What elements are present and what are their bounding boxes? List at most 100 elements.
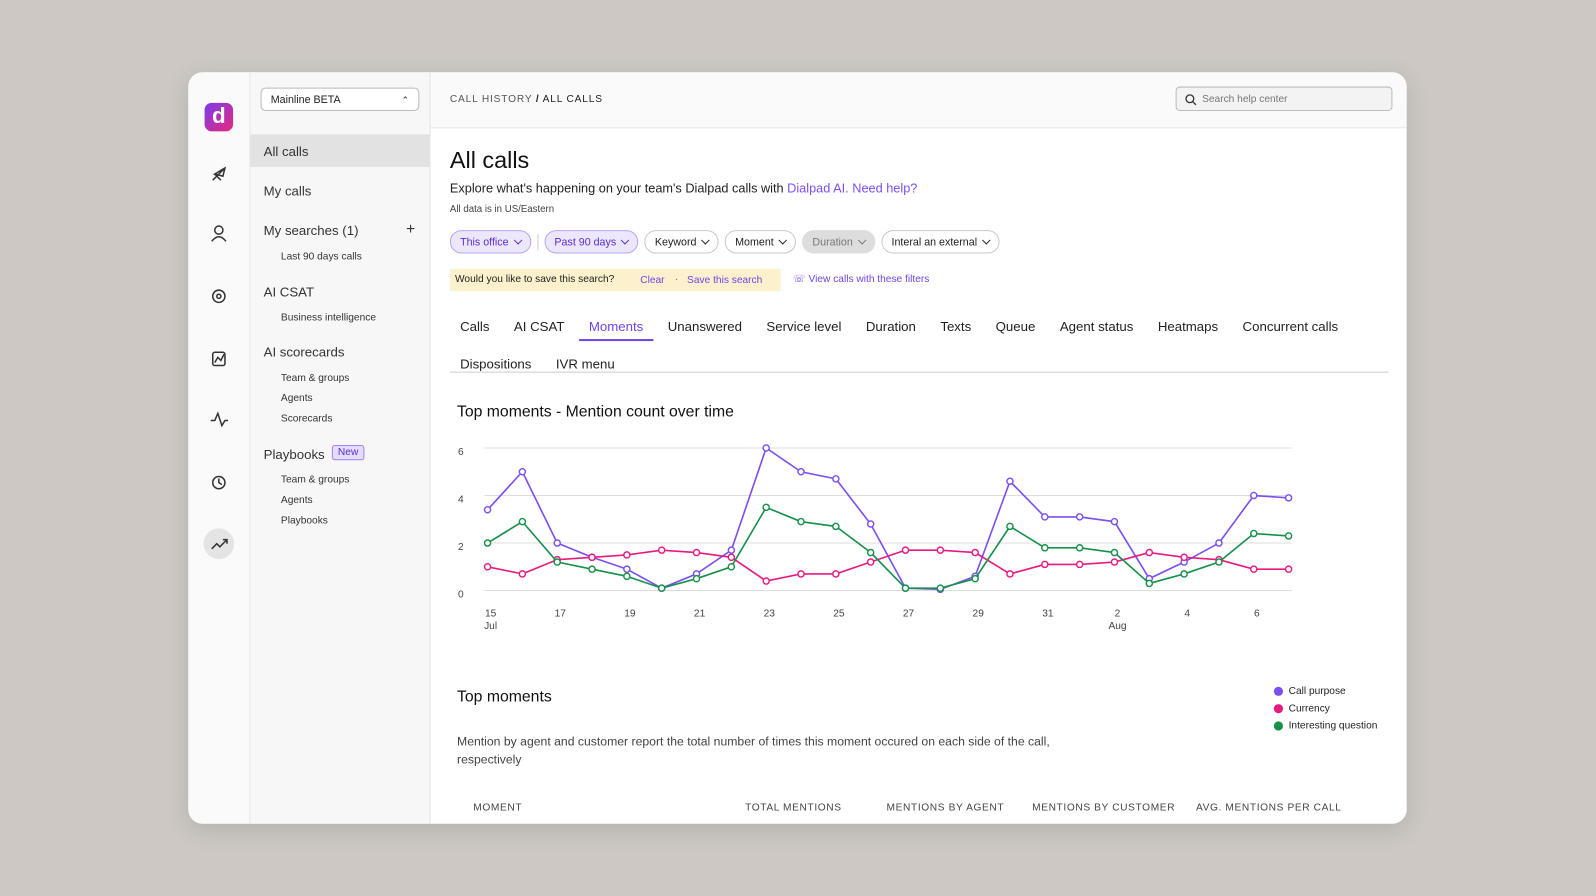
report-icon[interactable] [211, 351, 226, 367]
legend-label: Interesting question [1289, 721, 1378, 732]
x-tick-label: 15 [485, 609, 497, 620]
nav-subitem[interactable]: Business intelligence [280, 312, 376, 324]
clear-link[interactable]: Clear [640, 274, 665, 287]
data-point [866, 548, 875, 557]
nav-subitem[interactable]: Team & groups [280, 474, 350, 486]
nav-item[interactable]: Playbooks [263, 446, 325, 463]
nav-subitem[interactable]: Last 90 days calls [280, 251, 362, 263]
x-tick-label: 21 [694, 609, 706, 620]
filter-pill[interactable]: Duration [802, 230, 876, 254]
tab[interactable]: Duration [865, 318, 916, 334]
data-point [832, 570, 840, 578]
data-point [553, 539, 561, 547]
nav-subitem[interactable]: Scorecards [280, 413, 333, 425]
x-tick-sublabel: Aug [1108, 621, 1126, 632]
tab[interactable]: Concurrent calls [1242, 318, 1339, 334]
data-point [832, 475, 840, 483]
y-tick-label: 6 [458, 447, 464, 458]
data-point [762, 444, 770, 452]
tab[interactable]: IVR menu [555, 356, 615, 372]
data-point [1180, 553, 1188, 562]
legend-label: Call purpose [1289, 686, 1346, 697]
analytics-icon-bg[interactable] [203, 528, 235, 559]
user-icon[interactable] [214, 225, 224, 235]
nav-item[interactable]: All calls [263, 143, 309, 159]
data-point [727, 546, 736, 554]
nav-subitem[interactable]: Agents [280, 494, 313, 507]
column-header: MOMENT [473, 802, 523, 814]
rocket-icon[interactable] [212, 166, 227, 181]
tab[interactable]: Heatmaps [1157, 318, 1219, 334]
x-tick-label: 19 [624, 609, 636, 620]
filter-label: Past 90 days [554, 235, 617, 248]
history-icon[interactable] [211, 475, 226, 490]
breadcrumb-separator: / [535, 93, 540, 105]
page-subtitle: Explore what's happening on your team's … [450, 181, 917, 195]
data-point [1145, 579, 1154, 588]
nav-item[interactable]: AI CSAT [263, 284, 315, 300]
y-tick-label: 4 [458, 494, 464, 505]
data-point [727, 553, 736, 562]
tab[interactable]: Unanswered [667, 318, 743, 334]
top-bar: CALL HISTORY / ALL CALLS Search help cen… [430, 72, 1407, 129]
nav-subitem[interactable]: Playbooks [280, 515, 328, 527]
save-bar: Would you like to save this search? Clea… [449, 268, 781, 292]
data-point [971, 548, 979, 557]
data-point [1284, 565, 1293, 573]
section-description: Mention by agent and customer report the… [457, 734, 1050, 767]
filter-pill[interactable]: Keyword [644, 230, 719, 254]
data-point [1215, 539, 1223, 547]
tab[interactable]: Service level [766, 318, 842, 334]
save-link[interactable]: Save this search [687, 274, 763, 287]
filter-bar: This office Past 90 days Keyword Moment Dura… [449, 230, 1000, 254]
filter-pill[interactable]: Interal an external [881, 230, 1000, 254]
legend-label: Currency [1289, 703, 1331, 714]
nav-item[interactable]: My searches (1) [263, 222, 359, 239]
activity-icon[interactable] [210, 411, 229, 428]
section-title: Top moments [457, 688, 552, 706]
column-header: TOTAL MENTIONS [745, 802, 842, 814]
data-point [832, 522, 840, 531]
data-point [588, 565, 596, 573]
legend-swatch [1273, 721, 1284, 731]
view-calls-text: View calls with these filters [808, 273, 930, 286]
legend-swatch [1273, 686, 1284, 696]
brand-logo[interactable]: d [204, 102, 234, 132]
search-icon [1185, 94, 1197, 106]
column-header: MENTIONS BY AGENT [886, 802, 1005, 814]
breadcrumb-parent[interactable]: CALL HISTORY [449, 93, 533, 105]
tab[interactable]: Calls [460, 318, 490, 334]
nav-item[interactable]: AI scorecards [263, 344, 345, 360]
x-tick-label: 23 [764, 609, 776, 620]
settings-icon[interactable] [211, 289, 226, 304]
search-box[interactable]: Search help center [1175, 86, 1393, 111]
data-point [1041, 544, 1049, 552]
filter-divider [537, 233, 539, 250]
tab[interactable]: Queue [995, 318, 1036, 334]
nav-subitem[interactable]: Agents [280, 393, 313, 405]
nav-item[interactable]: My calls [263, 183, 312, 199]
filter-pill[interactable]: Past 90 days [544, 230, 639, 254]
ai-link[interactable]: Dialpad AI. [787, 181, 849, 196]
filter-pill[interactable]: This office [449, 230, 531, 254]
left-rail: d [188, 72, 251, 824]
tab[interactable]: Texts [940, 318, 972, 334]
help-link[interactable]: Need help? [852, 181, 918, 196]
data-point [901, 584, 910, 592]
data-point [1180, 570, 1188, 578]
data-point [553, 558, 561, 566]
workspace-select[interactable]: Mainline BETA ⌃ [260, 87, 420, 111]
nav-subitem[interactable]: Team & groups [280, 372, 350, 384]
tab[interactable]: Moments [578, 319, 654, 342]
view-calls[interactable]: ☏ View calls with these filters [792, 273, 930, 286]
tab[interactable]: Agent status [1059, 318, 1134, 334]
data-point [762, 503, 770, 512]
nav-active-bg [250, 134, 430, 167]
data-point [1006, 477, 1014, 486]
add-button[interactable]: + [406, 220, 416, 239]
data-point [692, 574, 701, 583]
filter-pill[interactable]: Moment [724, 230, 797, 254]
tab[interactable]: AI CSAT [513, 318, 565, 334]
x-tick-label: 25 [833, 609, 845, 620]
tab[interactable]: Dispositions [460, 356, 532, 372]
